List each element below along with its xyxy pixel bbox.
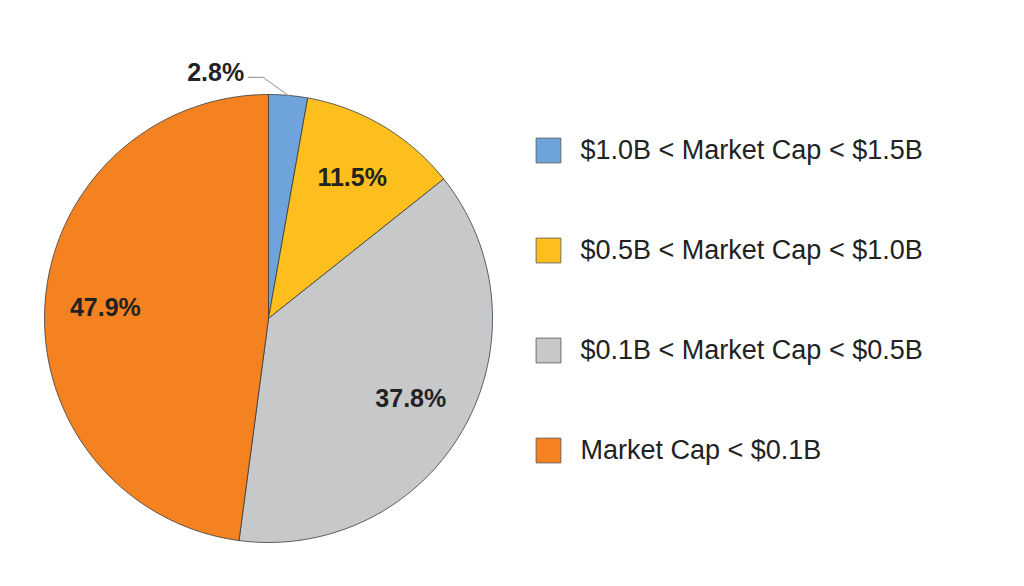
svg-text:11.5%: 11.5% xyxy=(317,163,387,191)
svg-text:$1.0B < Market Cap < $1.5B: $1.0B < Market Cap < $1.5B xyxy=(581,135,923,165)
svg-text:$0.1B < Market Cap < $0.5B: $0.1B < Market Cap < $0.5B xyxy=(581,335,923,365)
svg-text:Market Cap < $0.1B: Market Cap < $0.1B xyxy=(581,435,822,465)
svg-text:37.8%: 37.8% xyxy=(375,384,446,412)
svg-text:47.9%: 47.9% xyxy=(70,293,141,321)
svg-text:$0.5B < Market Cap < $1.0B: $0.5B < Market Cap < $1.0B xyxy=(581,235,923,265)
svg-text:2.8%: 2.8% xyxy=(187,58,244,86)
